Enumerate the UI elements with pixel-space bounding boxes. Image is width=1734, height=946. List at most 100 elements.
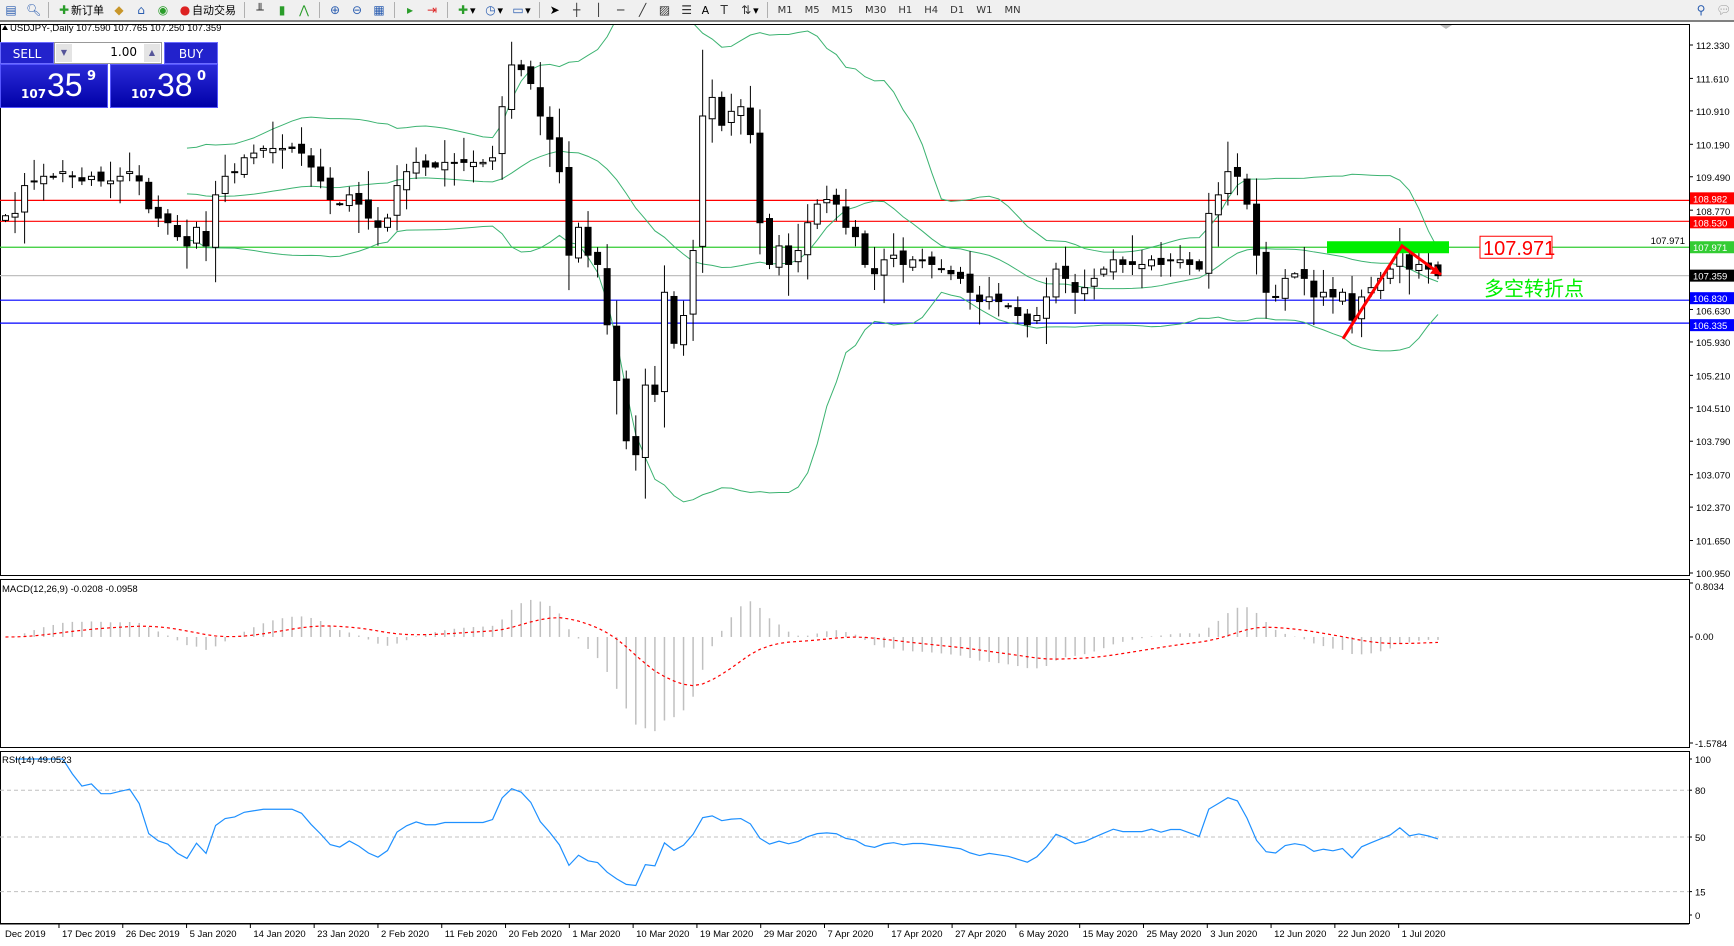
zoom-in-button[interactable]: ⊕ [324, 1, 346, 19]
cursor-tool[interactable]: ➤ [544, 1, 566, 19]
candle-body [785, 245, 793, 265]
candle-body [1081, 287, 1089, 295]
candle-body [689, 250, 697, 315]
candle-body [985, 296, 993, 303]
price-label-bg [1690, 216, 1734, 229]
candle-body [87, 175, 95, 181]
candle-body [469, 161, 477, 168]
date-label: 15 May 2020 [1083, 929, 1138, 940]
candle-body [708, 96, 716, 120]
arrows-tool[interactable]: ⇅ ▾ [741, 3, 759, 17]
buy-button[interactable]: BUY [164, 42, 218, 64]
lot-size-input[interactable]: 1.00 [110, 45, 137, 59]
auto-trading-label: 自动交易 [192, 4, 236, 17]
candle-chart-button[interactable]: ▮ [271, 1, 293, 19]
candle-body [78, 177, 86, 182]
zoom-out-button[interactable]: ⊖ [346, 1, 368, 19]
candle-body [794, 250, 802, 263]
market-button[interactable]: ⌂ [130, 1, 152, 19]
candle-body [1272, 295, 1280, 298]
timeframe-d1[interactable]: D1 [950, 4, 965, 16]
sell-price-prefix: 107 [21, 87, 47, 101]
date-label: Dec 2019 [5, 929, 46, 940]
one-click-trading-panel: SELL ▼ 1.00 ▲ BUY 107 35 9 107 38 0 [0, 42, 218, 108]
candle-body [670, 295, 678, 344]
toolbar: ▤ 🔍︎ ✚ 新订单 ◆ ⌂ ◉ ● 自动交易 ╨ ▮ ⋀ ⊕ ⊖ ▦ ▸ ⇥ ✚ ▾… [0, 0, 1734, 22]
timeframe-m30[interactable]: M30 [865, 4, 887, 16]
rsi-tick-label: 0 [1695, 911, 1700, 922]
data-window-button[interactable]: 🔍︎ [22, 1, 44, 19]
panel-frame-1 [0, 579, 1690, 748]
chart-window-button[interactable]: ▤ [0, 1, 22, 19]
bollinger-lower [186, 225, 1439, 503]
candle-body [2, 215, 9, 221]
sell-button[interactable]: SELL [0, 42, 54, 64]
price-label-bg [1690, 192, 1734, 205]
chat-button[interactable]: 💬︎ [1712, 1, 1734, 19]
tile-windows-button[interactable]: ▦ [368, 1, 390, 19]
templates-button[interactable]: ▭ ▾ [512, 3, 531, 17]
candle-body [1339, 291, 1346, 302]
candle-body [1214, 194, 1222, 216]
vertical-line-tool[interactable]: │ [588, 1, 610, 19]
book-icon: ◆ [114, 3, 124, 17]
candle-body [21, 185, 29, 213]
expert-button[interactable]: ◆ [108, 1, 130, 19]
candle-body [212, 194, 220, 248]
lot-size-stepper[interactable]: ▼ 1.00 ▲ [54, 42, 162, 64]
horizontal-line-tool[interactable]: ─ [610, 1, 632, 19]
buy-price-prefix: 107 [131, 87, 157, 101]
line-chart-button[interactable]: ⋀ [293, 1, 315, 19]
candle-body [1148, 259, 1155, 267]
arrow-head-icon [1430, 265, 1441, 275]
lot-increase-button[interactable]: ▲ [144, 44, 160, 62]
candle-body [49, 175, 57, 178]
text-tool[interactable]: A [698, 1, 714, 19]
sell-price[interactable]: 107 35 9 [0, 64, 108, 108]
timeframe-m15[interactable]: M15 [831, 4, 854, 16]
trendline-tool[interactable]: ╱ [632, 1, 654, 19]
divider [394, 2, 395, 18]
new-order-icon: ✚ [58, 3, 70, 17]
timeframe-m1[interactable]: M1 [777, 4, 793, 16]
timeframe-m5[interactable]: M5 [804, 4, 820, 16]
periods-button[interactable]: ◷ ▾ [485, 3, 504, 17]
new-order-button[interactable]: ✚ 新订单 [53, 1, 108, 19]
buy-price-fraction: 0 [197, 69, 207, 84]
candle-body [1348, 293, 1356, 321]
signals-button[interactable]: ◉ [152, 1, 174, 19]
arrows-icon: ⇅ [741, 3, 752, 17]
candle-body [737, 106, 745, 117]
timeframe-mn[interactable]: MN [1004, 4, 1021, 16]
lot-decrease-button[interactable]: ▼ [56, 44, 72, 62]
candle-body [1167, 259, 1175, 262]
candle-body [422, 160, 430, 168]
crosshair-tool[interactable]: ┼ [566, 1, 588, 19]
auto-trading-button[interactable]: ● 自动交易 [174, 1, 240, 19]
candle-body [1186, 259, 1194, 265]
chart-area[interactable]: 112.330 111.610 110.910 110.190 109.490 108.7… [0, 22, 1734, 946]
price-tick-label: 105.930 [1696, 338, 1730, 349]
candle-body [594, 251, 602, 265]
fibonacci-tool[interactable]: ☰ [676, 1, 698, 19]
indicators-button[interactable]: ✚ ▾ [457, 3, 476, 17]
candle-body [651, 384, 659, 395]
candle-body [489, 157, 497, 162]
autoscroll-button[interactable]: ▸ [399, 1, 421, 19]
chart-shift-button[interactable]: ⇥ [421, 1, 443, 19]
search-button[interactable]: ⚲ [1690, 1, 1712, 19]
vertical-line-icon: │ [594, 3, 603, 17]
text-label-tool[interactable]: T [713, 1, 735, 19]
bar-chart-button[interactable]: ╨ [249, 1, 271, 19]
horizontal-line-icon: ─ [616, 3, 625, 17]
buy-price[interactable]: 107 38 0 [110, 64, 218, 108]
timeframe-h1[interactable]: H1 [898, 4, 913, 16]
timeframe-h4[interactable]: H4 [924, 4, 939, 16]
candle-body [298, 143, 306, 154]
channel-tool[interactable]: ▨ [654, 1, 676, 19]
candle-body [183, 236, 191, 247]
macd-tick-label: -1.5784 [1695, 739, 1727, 750]
price-tick-label: 103.790 [1696, 437, 1730, 448]
timeframe-w1[interactable]: W1 [976, 4, 993, 16]
rsi-tick-label: 15 [1695, 888, 1706, 899]
